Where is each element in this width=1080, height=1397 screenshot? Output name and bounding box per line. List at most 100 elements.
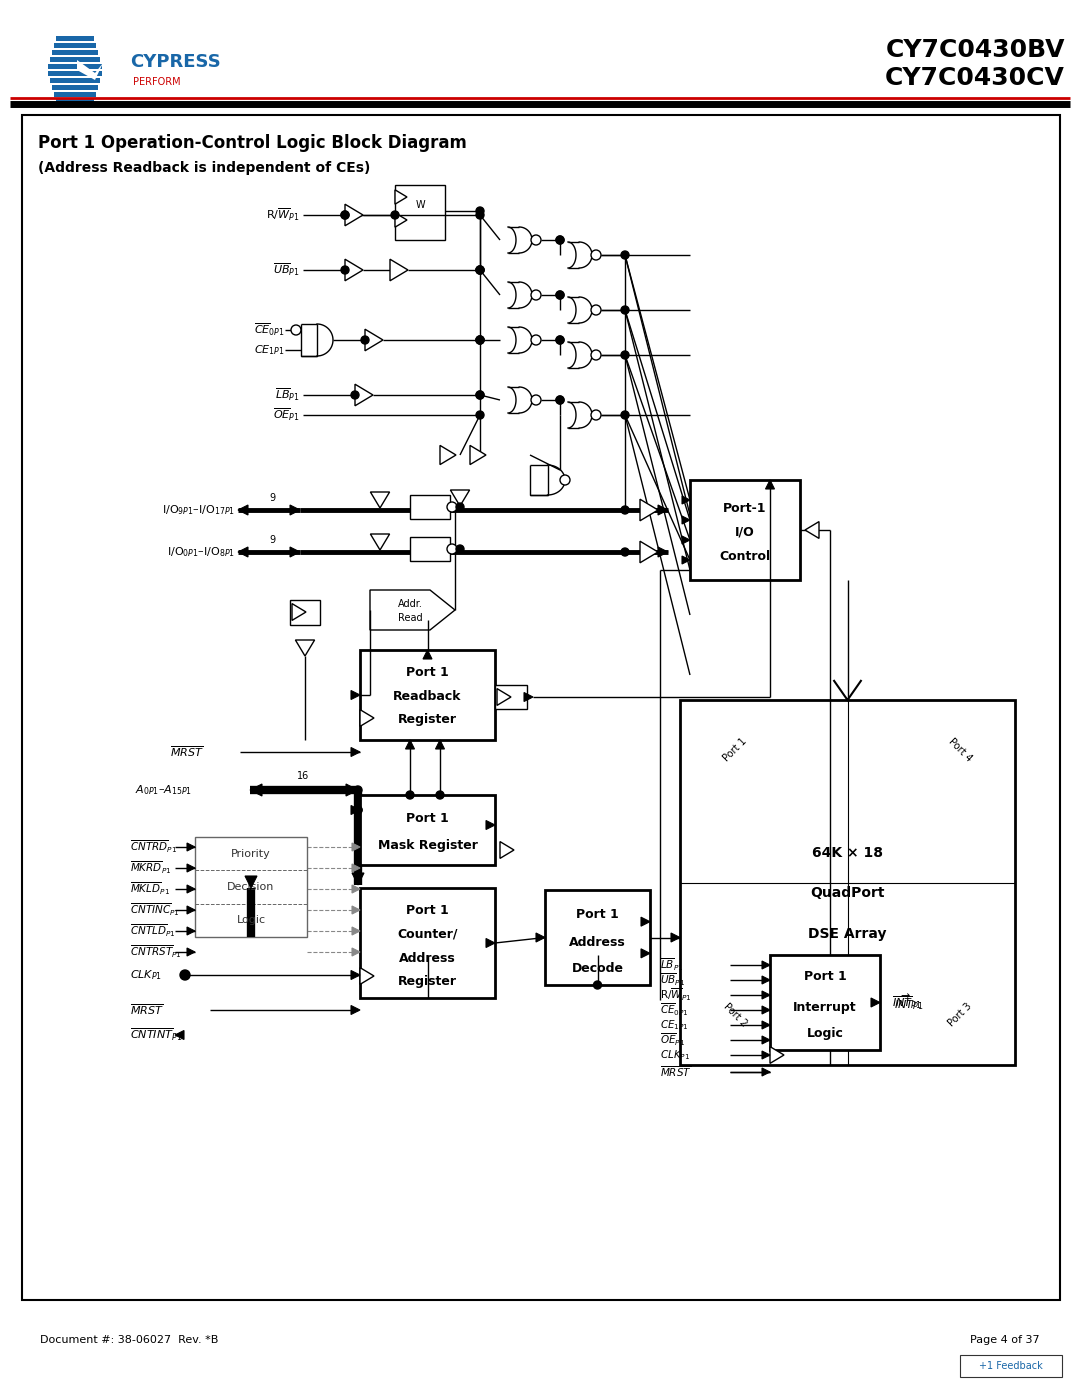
Text: +1 Feedback: +1 Feedback: [980, 1361, 1043, 1370]
Text: Port 1: Port 1: [576, 908, 619, 921]
Bar: [960, 1355, 1062, 1377]
Polygon shape: [805, 521, 819, 538]
Circle shape: [406, 791, 414, 799]
Circle shape: [476, 391, 484, 400]
Text: $A_{0P1}$–$A_{15P1}$: $A_{0P1}$–$A_{15P1}$: [135, 784, 192, 796]
Polygon shape: [762, 961, 770, 970]
Polygon shape: [351, 971, 360, 979]
Circle shape: [556, 236, 564, 244]
Polygon shape: [435, 740, 445, 749]
Text: $CLK_{P1}$: $CLK_{P1}$: [130, 968, 162, 982]
Text: I/O: I/O: [735, 525, 755, 538]
Text: Interrupt: Interrupt: [793, 1000, 856, 1013]
Polygon shape: [470, 446, 486, 465]
Text: $\overline{LB}$$_{P1}$: $\overline{LB}$$_{P1}$: [275, 387, 300, 404]
Polygon shape: [351, 1006, 360, 1014]
Text: 9: 9: [269, 535, 275, 545]
Text: PERFORM: PERFORM: [133, 77, 180, 87]
Text: CY7C0430CV: CY7C0430CV: [886, 66, 1065, 89]
Text: Counter/: Counter/: [397, 928, 458, 940]
Polygon shape: [187, 907, 195, 914]
Text: (Address Readback is independent of CEs): (Address Readback is independent of CEs): [38, 161, 370, 175]
Polygon shape: [77, 60, 103, 80]
Bar: [22, 115, 1059, 1301]
Circle shape: [447, 543, 457, 555]
Text: Register: Register: [399, 975, 457, 989]
Polygon shape: [762, 1067, 770, 1076]
Circle shape: [591, 250, 600, 260]
Circle shape: [341, 265, 349, 274]
Polygon shape: [345, 260, 363, 281]
Text: 16: 16: [297, 771, 309, 781]
Text: Readback: Readback: [393, 690, 462, 703]
Polygon shape: [681, 496, 690, 504]
Text: QuadPort: QuadPort: [810, 887, 885, 901]
Text: Port 1: Port 1: [406, 665, 449, 679]
Polygon shape: [766, 481, 774, 489]
Text: $\overline{CE}_{0P1}$: $\overline{CE}_{0P1}$: [660, 1002, 689, 1018]
Circle shape: [476, 337, 484, 344]
Polygon shape: [524, 693, 534, 701]
Text: CYPRESS: CYPRESS: [130, 53, 220, 71]
Polygon shape: [345, 204, 363, 226]
Circle shape: [621, 548, 629, 556]
Circle shape: [476, 337, 484, 344]
Text: Logic: Logic: [807, 1027, 843, 1039]
Polygon shape: [370, 492, 390, 509]
Polygon shape: [536, 933, 545, 942]
Text: $\overline{MKLD}_{P1}$: $\overline{MKLD}_{P1}$: [130, 882, 170, 897]
Polygon shape: [352, 842, 360, 851]
Bar: [291, 599, 320, 624]
Text: Address: Address: [569, 936, 626, 949]
Bar: [410, 536, 450, 562]
Polygon shape: [762, 990, 770, 999]
Polygon shape: [500, 841, 514, 858]
Text: $\overline{MRST}$: $\overline{MRST}$: [130, 1003, 164, 1017]
Text: $CE_{1P1}$: $CE_{1P1}$: [660, 1018, 689, 1032]
Polygon shape: [187, 886, 195, 893]
Circle shape: [531, 335, 541, 345]
Polygon shape: [296, 640, 314, 657]
Polygon shape: [352, 928, 360, 935]
Circle shape: [621, 411, 629, 419]
Text: $\overline{CNTINC}_{P1}$: $\overline{CNTINC}_{P1}$: [130, 902, 180, 918]
Polygon shape: [351, 747, 360, 757]
Polygon shape: [390, 260, 408, 281]
Polygon shape: [762, 977, 770, 983]
Circle shape: [354, 787, 362, 793]
Text: R/$\overline{W}$$_{P1}$: R/$\overline{W}$$_{P1}$: [267, 207, 300, 224]
Circle shape: [456, 545, 464, 553]
Circle shape: [476, 211, 484, 219]
Circle shape: [291, 326, 301, 335]
Bar: [54, 92, 96, 96]
Polygon shape: [187, 863, 195, 872]
Polygon shape: [187, 949, 195, 956]
Circle shape: [436, 791, 444, 799]
Polygon shape: [346, 784, 357, 796]
Bar: [495, 685, 527, 710]
Text: $\overline{CNTINT}_{P1}$: $\overline{CNTINT}_{P1}$: [130, 1027, 183, 1044]
Polygon shape: [870, 997, 880, 1007]
Circle shape: [354, 806, 362, 814]
Bar: [360, 650, 495, 740]
Polygon shape: [352, 949, 360, 956]
Polygon shape: [440, 446, 456, 465]
Polygon shape: [352, 907, 360, 914]
Circle shape: [476, 265, 484, 274]
Bar: [680, 700, 1015, 1065]
Polygon shape: [671, 933, 680, 942]
Bar: [56, 99, 94, 103]
Circle shape: [621, 351, 629, 359]
Text: Control: Control: [719, 549, 770, 563]
Text: Read: Read: [397, 613, 422, 623]
Circle shape: [341, 211, 349, 219]
Circle shape: [476, 207, 484, 215]
Bar: [770, 956, 880, 1051]
Circle shape: [556, 337, 564, 344]
Polygon shape: [351, 806, 360, 814]
Circle shape: [591, 351, 600, 360]
Polygon shape: [405, 740, 415, 749]
Text: Port 3: Port 3: [946, 1002, 974, 1028]
Bar: [54, 43, 96, 47]
Polygon shape: [640, 499, 658, 521]
